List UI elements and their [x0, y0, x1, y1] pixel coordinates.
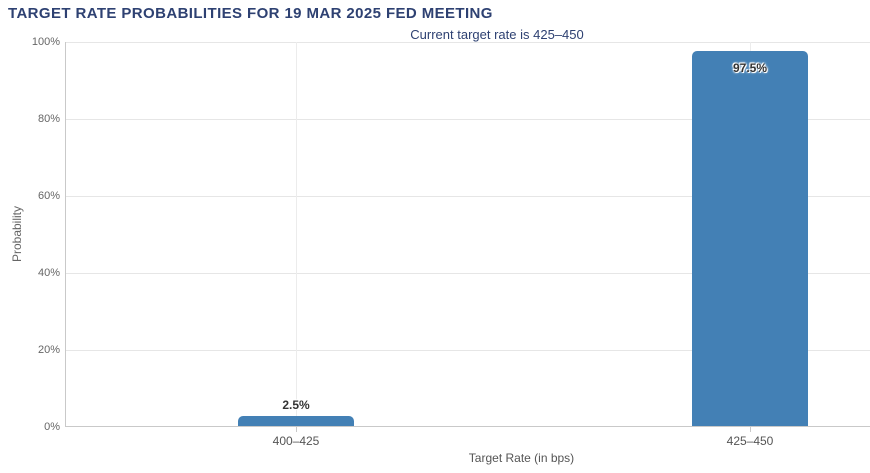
- bar-value-label-400-425: 2.5%: [282, 398, 310, 412]
- gridline-100: [66, 42, 870, 43]
- x-tick-label-425-450: 425–450: [726, 434, 774, 448]
- y-tick-label-0: 0%: [44, 421, 60, 433]
- bar-value-label-425-450: 97.5%: [732, 61, 768, 75]
- y-tick-label-80: 80%: [37, 113, 60, 125]
- bar-425-450[interactable]: [692, 51, 808, 426]
- gridline-20: [66, 350, 870, 351]
- gridline-60: [66, 196, 870, 197]
- y-tick-label-100: 100%: [31, 36, 60, 48]
- chart-title: TARGET RATE PROBABILITIES FOR 19 MAR 202…: [8, 5, 493, 22]
- plot-area: 2.5% 97.5% 400–425 425–450 Target Rate (…: [65, 42, 870, 465]
- y-tick-label-40: 40%: [37, 267, 60, 279]
- gridline-40: [66, 273, 870, 274]
- x-tick-label-400-425: 400–425: [272, 434, 320, 448]
- category-gridline-400-425: [296, 42, 297, 426]
- x-tick-mark-400-425: [296, 427, 297, 432]
- gridline-80: [66, 119, 870, 120]
- bar-400-425[interactable]: [238, 416, 354, 426]
- y-tick-label-60: 60%: [37, 190, 60, 202]
- y-axis-title: Probability: [10, 205, 24, 263]
- chart-subtitle: Current target rate is 425–450: [410, 27, 584, 42]
- x-axis-title: Target Rate (in bps): [468, 451, 575, 465]
- y-tick-label-20: 20%: [37, 344, 60, 356]
- x-tick-mark-425-450: [750, 427, 751, 432]
